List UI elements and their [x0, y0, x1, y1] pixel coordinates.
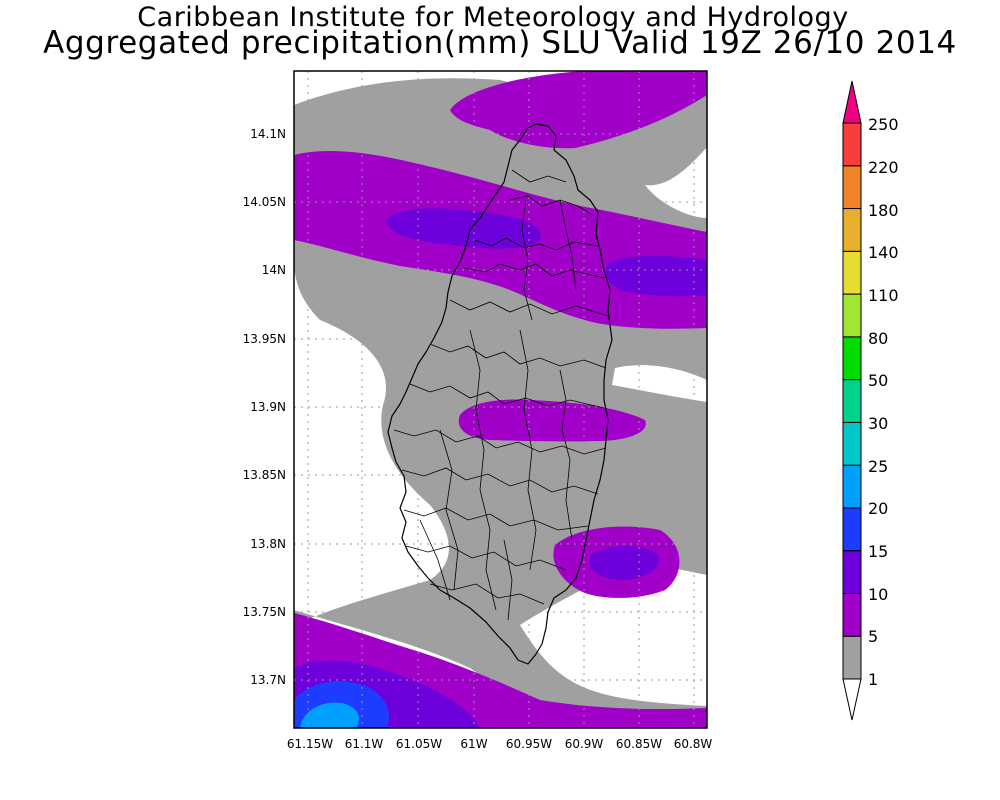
lon-tick-label: 61.1W — [345, 737, 384, 751]
colorbar-label: 50 — [868, 371, 888, 390]
colorbar-cell — [842, 421, 862, 466]
lon-tick-label: 60.9W — [565, 737, 604, 751]
colorbar-over-triangle — [842, 80, 862, 124]
colorbar-cell — [842, 592, 862, 637]
chart-subtitle: Aggregated precipitation(mm) SLU Valid 1… — [43, 25, 957, 61]
colorbar-cell — [842, 165, 862, 210]
colorbar-label: 80 — [868, 329, 888, 348]
lon-tick-label: 60.95W — [506, 737, 552, 751]
map-plot-area — [294, 71, 707, 728]
colorbar-cell — [842, 507, 862, 552]
precip-band-20-25mm — [300, 702, 360, 728]
colorbar-label: 15 — [868, 542, 888, 561]
colorbar-cell — [842, 379, 862, 423]
lon-tick-label: 61.15W — [287, 737, 333, 751]
colorbar-label: 20 — [868, 499, 888, 518]
colorbar: 1 5 10 15 20 25 30 50 80 110 140 180 220… — [842, 80, 899, 721]
lon-tick-label: 60.85W — [616, 737, 662, 751]
lat-axis: 14.1N 14.05N 14N 13.95N 13.9N 13.85N 13.… — [243, 127, 286, 687]
colorbar-under-triangle — [842, 678, 862, 721]
colorbar-label: 10 — [868, 585, 888, 604]
colorbar-cell — [842, 550, 862, 594]
lat-tick-label: 13.85N — [243, 468, 286, 482]
lon-tick-label: 61W — [460, 737, 487, 751]
chart-title: Caribbean Institute for Meteorology and … — [137, 2, 849, 33]
colorbar-label: 140 — [868, 243, 899, 262]
lon-tick-label: 60.8W — [674, 737, 713, 751]
colorbar-label: 5 — [868, 627, 878, 646]
lat-tick-label: 14.05N — [243, 195, 286, 209]
colorbar-label: 25 — [868, 457, 888, 476]
colorbar-label: 220 — [868, 158, 899, 177]
colorbar-cell — [842, 336, 862, 381]
lat-tick-label: 13.7N — [250, 673, 286, 687]
colorbar-cell — [842, 293, 862, 338]
map-frame — [293, 70, 708, 729]
lon-tick-label: 61.05W — [396, 737, 442, 751]
colorbar-label: 1 — [868, 670, 878, 689]
lat-tick-label: 13.9N — [250, 400, 286, 414]
district-boundaries — [393, 169, 609, 621]
lat-tick-label: 13.75N — [243, 605, 286, 619]
lat-tick-label: 13.95N — [243, 332, 286, 346]
colorbar-cell — [842, 635, 862, 680]
colorbar-cell — [842, 122, 862, 167]
lon-axis: 61.15W 61.1W 61.05W 61W 60.95W 60.9W 60.… — [287, 737, 713, 751]
colorbar-label: 250 — [868, 115, 899, 134]
colorbar-cells — [842, 122, 862, 680]
colorbar-cell — [842, 250, 862, 295]
lat-tick-label: 14N — [262, 263, 286, 277]
colorbar-cell — [842, 208, 862, 252]
lat-tick-label: 14.1N — [250, 127, 286, 141]
colorbar-label: 180 — [868, 201, 899, 220]
colorbar-label: 30 — [868, 414, 888, 433]
precip-band-10-15mm — [294, 208, 707, 728]
lat-tick-label: 13.8N — [250, 537, 286, 551]
island-outline — [387, 123, 613, 665]
colorbar-label: 110 — [868, 286, 899, 305]
map-gridlines — [294, 71, 707, 728]
colorbar-cell — [842, 464, 862, 509]
